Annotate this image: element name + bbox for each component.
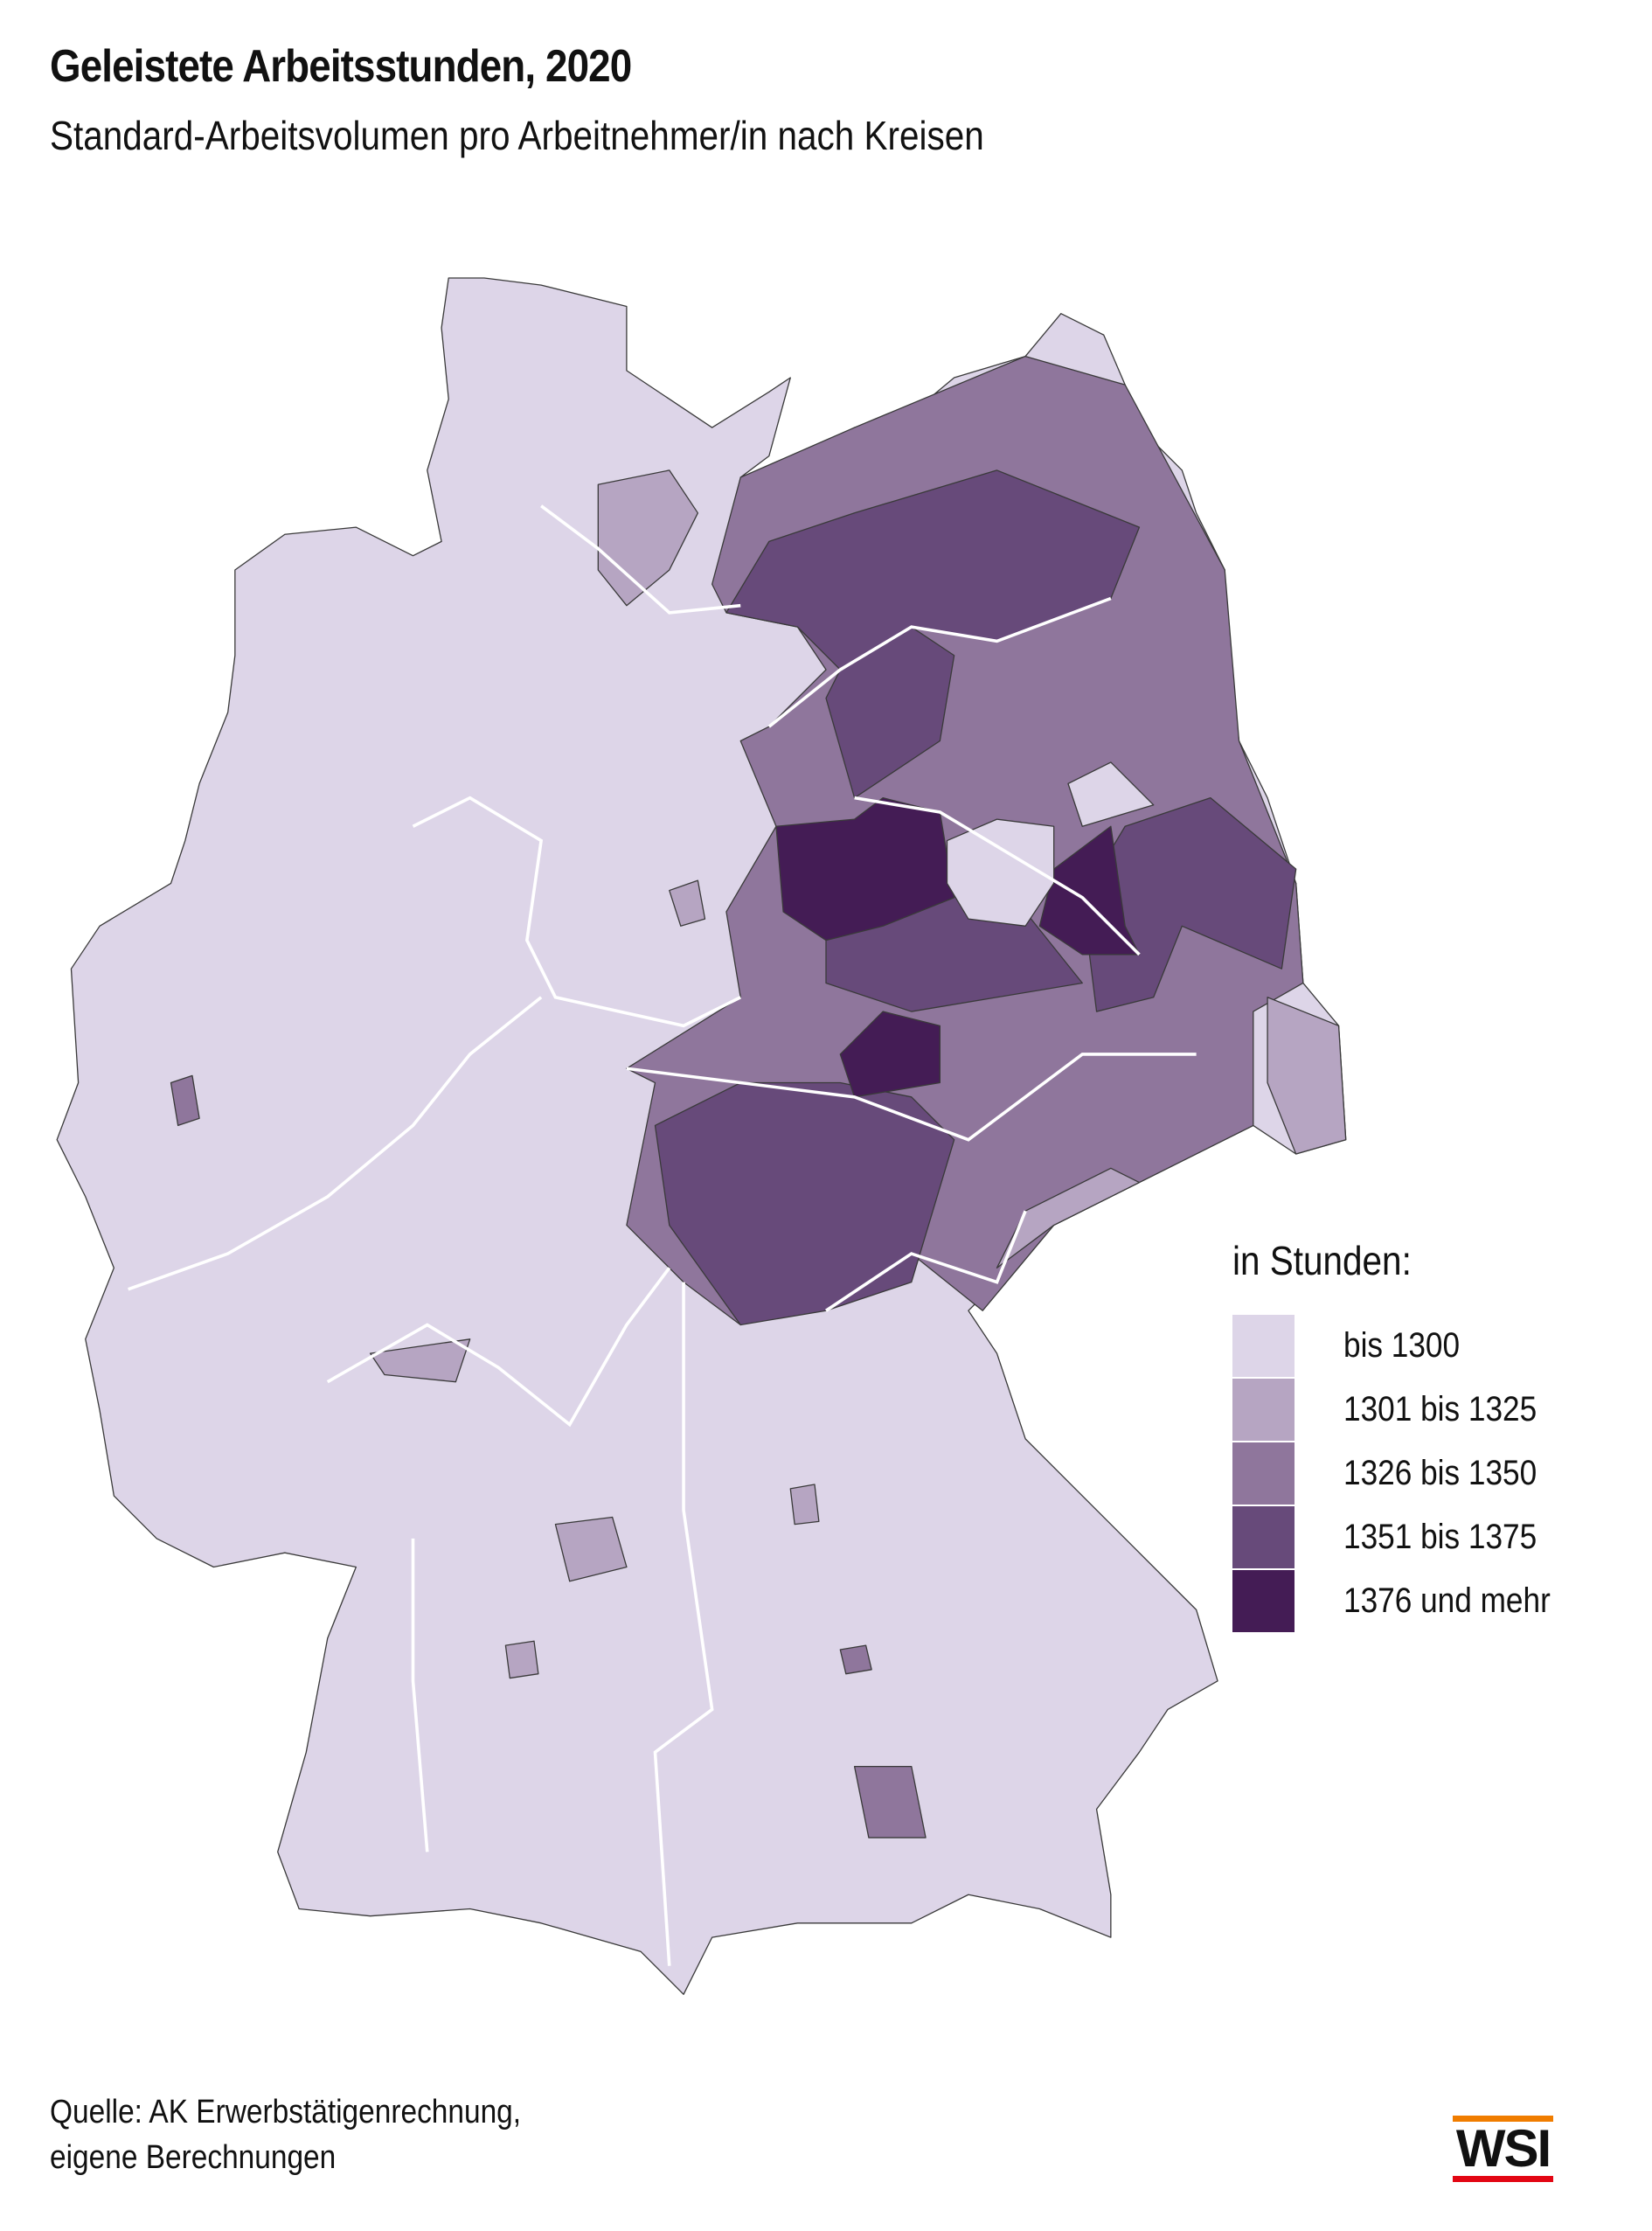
map-region-sindelfingen <box>504 1640 539 1679</box>
map-region-duesseldorf <box>170 1074 200 1127</box>
legend-title: in Stunden: <box>1232 1238 1412 1283</box>
legend-label: bis 1300 <box>1343 1326 1461 1365</box>
state-border <box>825 1210 1027 1312</box>
map-region-berlin-south <box>946 818 1055 927</box>
legend-swatch <box>1232 1379 1295 1441</box>
page-title: Geleistete Arbeitsstunden, 2020 <box>50 41 632 92</box>
logo-text: WSI <box>1455 2119 1551 2178</box>
legend-swatch <box>1232 1506 1295 1568</box>
map-region-thueringen <box>654 1081 955 1326</box>
legend-item: 1301 bis 1325 <box>1232 1378 1579 1442</box>
legend-item: bis 1300 <box>1232 1314 1579 1378</box>
map-region-vogtland <box>996 1167 1141 1268</box>
source-line: eigene Berechnungen <box>50 2139 337 2176</box>
legend-swatch <box>1232 1442 1295 1505</box>
state-border <box>540 504 741 615</box>
map-region-altmark <box>775 797 955 942</box>
map-region-dingolfing <box>839 1644 872 1675</box>
map-region-muenchen <box>853 1765 927 1838</box>
map-region-halle <box>839 1011 941 1098</box>
state-border <box>412 796 742 1028</box>
state-border <box>767 596 1112 728</box>
legend-label: 1301 bis 1325 <box>1343 1390 1537 1428</box>
wsi-logo: WSI <box>1453 2116 1553 2182</box>
legend-swatch <box>1232 1570 1295 1632</box>
state-border <box>411 1538 429 1852</box>
legend: in Stunden: bis 1300 1301 bis 1325 1326 bi… <box>1232 1237 1579 1633</box>
state-border <box>854 796 1141 956</box>
state-border <box>326 1267 671 1428</box>
map-region-wolfsburg <box>669 879 706 927</box>
legend-label: 1326 bis 1350 <box>1343 1454 1537 1492</box>
state-border <box>128 996 543 1291</box>
map-region-mv-central <box>725 469 1141 671</box>
state-border <box>626 1053 1197 1142</box>
legend-label: 1376 und mehr <box>1343 1581 1551 1620</box>
map-region-stuttgart <box>554 1516 628 1582</box>
legend-item: 1326 bis 1350 <box>1232 1442 1579 1505</box>
logo-bar-bottom <box>1453 2176 1553 2182</box>
legend-swatch <box>1232 1315 1295 1377</box>
page-subtitle: Standard-Arbeitsvolumen pro Arbeitnehmer… <box>50 113 984 158</box>
map-region-goerlitz <box>1267 997 1347 1155</box>
source-line: Quelle: AK Erwerbstätigenrechnung, <box>50 2094 522 2130</box>
logo-bar-top <box>1453 2116 1553 2122</box>
state-border <box>653 1282 714 1966</box>
map-region-frankfurt <box>369 1338 471 1383</box>
legend-item: 1351 bis 1375 <box>1232 1505 1579 1569</box>
legend-label: 1351 bis 1375 <box>1343 1518 1537 1556</box>
legend-item: 1376 und mehr <box>1232 1569 1579 1633</box>
source-note: Quelle: AK Erwerbstätigenrechnung, eigen… <box>50 2089 521 2180</box>
map-region-ingolstadt <box>789 1484 820 1526</box>
map-region-berlin <box>1067 761 1155 827</box>
